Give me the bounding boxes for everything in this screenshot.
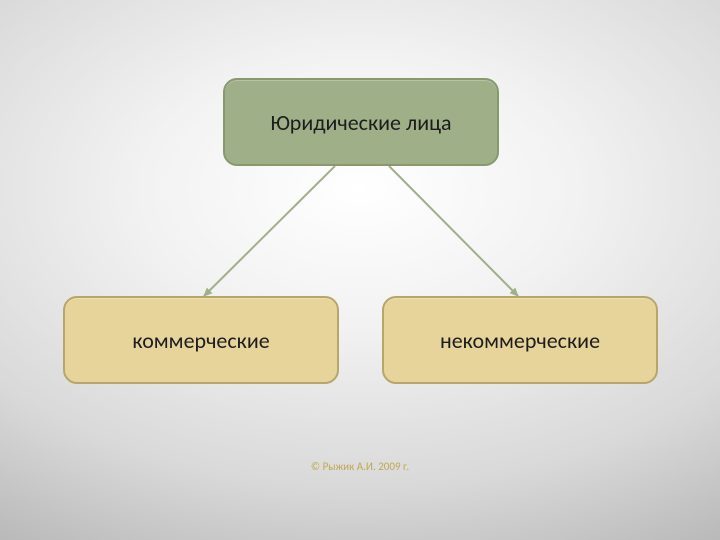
footer-text: © Рыжик А.И. 2009 г.	[311, 460, 409, 473]
edge-root-right	[389, 166, 518, 296]
slide: Юридические лица коммерческие некоммерче…	[0, 0, 720, 540]
node-right-label: некоммерческие	[440, 327, 600, 354]
node-left-label: коммерческие	[132, 327, 269, 354]
edge-root-left	[204, 166, 335, 296]
node-root-label: Юридические лица	[270, 109, 451, 136]
node-right: некоммерческие	[382, 296, 658, 384]
footer-copyright: © Рыжик А.И. 2009 г.	[268, 460, 452, 473]
node-root: Юридические лица	[223, 78, 499, 166]
node-left: коммерческие	[63, 296, 339, 384]
